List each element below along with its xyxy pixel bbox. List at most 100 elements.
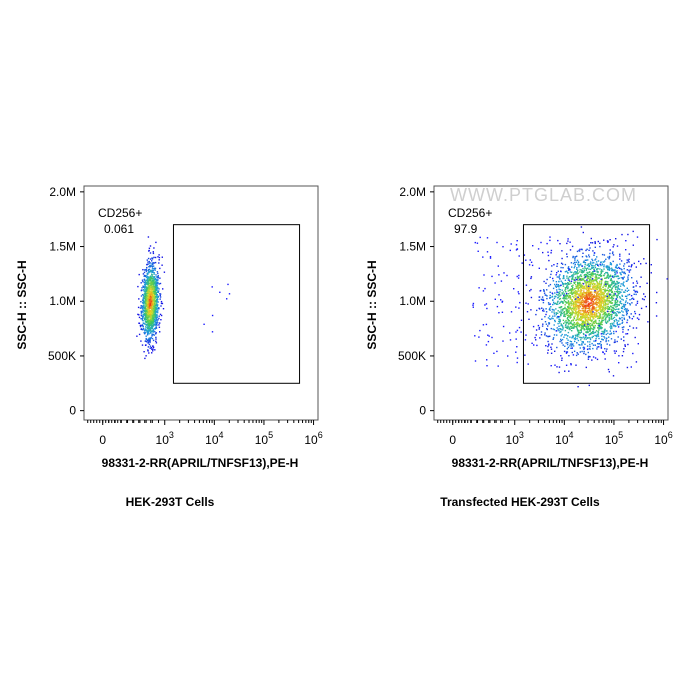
event-dot	[566, 337, 568, 340]
event-dot	[627, 279, 629, 281]
event-dot	[152, 331, 155, 333]
event-dot	[573, 325, 575, 327]
event-dot	[154, 293, 156, 295]
outlier-dot	[532, 245, 534, 247]
event-dot	[598, 306, 600, 308]
event-dot	[612, 282, 614, 284]
event-dot	[582, 307, 585, 310]
event-dot	[616, 314, 618, 316]
event-dot	[579, 292, 582, 294]
event-dot	[156, 291, 159, 293]
event-dot	[595, 288, 597, 291]
event-dot	[577, 316, 579, 318]
event-dot	[574, 288, 576, 290]
event-dot	[575, 284, 577, 286]
event-dot	[151, 311, 154, 313]
outlier-dot	[594, 290, 596, 292]
event-dot	[549, 283, 552, 286]
event-dot	[567, 331, 570, 334]
event-dot	[538, 307, 540, 310]
event-dot	[569, 296, 572, 299]
event-dot	[592, 332, 595, 335]
event-dot	[151, 296, 153, 298]
event-dot	[574, 334, 577, 336]
event-dot	[595, 261, 598, 263]
event-dot	[570, 291, 573, 293]
outlier-dot	[636, 302, 639, 304]
event-dot	[594, 344, 596, 346]
event-dot	[597, 305, 600, 307]
event-dot	[589, 338, 592, 341]
event-dot	[591, 342, 593, 345]
outlier-dot	[593, 270, 595, 272]
event-dot	[626, 366, 629, 369]
event-dot	[147, 236, 150, 238]
event-dot	[571, 293, 573, 295]
event-dot	[153, 328, 156, 330]
event-dot	[557, 312, 559, 314]
event-dot	[606, 281, 608, 283]
event-dot	[627, 260, 629, 262]
event-dot	[593, 315, 595, 317]
event-dot	[590, 300, 592, 302]
event-dot	[580, 293, 582, 296]
event-dot	[530, 276, 533, 278]
event-dot	[584, 297, 586, 300]
event-dot	[615, 238, 617, 240]
event-dot	[584, 280, 586, 282]
event-dot	[595, 304, 598, 306]
event-dot	[625, 300, 627, 302]
event-dot	[589, 318, 591, 320]
event-dot	[158, 254, 160, 256]
event-dot	[555, 293, 558, 296]
event-dot	[604, 331, 606, 333]
event-dot	[603, 309, 605, 312]
event-dot	[569, 314, 571, 317]
event-dot	[153, 297, 155, 299]
event-dot	[596, 278, 598, 280]
event-dot	[621, 321, 624, 323]
event-dot	[591, 297, 593, 299]
event-dot	[586, 281, 588, 283]
event-dot	[552, 317, 554, 320]
event-dot	[599, 297, 602, 299]
outlier-dot	[584, 334, 587, 336]
event-dot	[154, 331, 156, 333]
event-dot	[583, 350, 585, 353]
event-dot	[578, 300, 580, 302]
event-dot	[600, 291, 602, 293]
gate-rectangle	[172, 224, 301, 384]
event-dot	[149, 315, 151, 317]
event-dot	[645, 305, 647, 308]
event-dot	[618, 288, 620, 290]
event-dot	[576, 267, 578, 269]
event-dot	[584, 267, 586, 269]
event-dot	[140, 295, 143, 297]
event-dot	[152, 319, 154, 321]
event-dot	[625, 309, 627, 311]
event-dot	[525, 302, 527, 304]
event-dot	[603, 308, 605, 310]
event-dot	[538, 326, 541, 329]
event-dot	[147, 257, 150, 260]
event-dot	[590, 319, 592, 322]
event-dot	[586, 248, 588, 250]
event-dot	[589, 312, 592, 314]
event-dot	[551, 317, 553, 319]
event-dot	[577, 294, 580, 296]
event-dot	[598, 328, 600, 330]
event-dot	[552, 287, 555, 290]
outlier-dot	[515, 338, 517, 340]
event-dot	[593, 280, 595, 282]
event-dot	[558, 328, 560, 330]
event-dot	[583, 315, 586, 317]
event-dot	[137, 313, 139, 316]
event-dot	[614, 269, 616, 271]
event-dot	[577, 299, 580, 301]
event-dot	[571, 292, 573, 294]
event-dot	[154, 268, 156, 270]
event-dot	[562, 285, 565, 287]
event-dot	[154, 328, 156, 330]
event-dot	[621, 319, 623, 321]
event-dot	[582, 312, 585, 315]
